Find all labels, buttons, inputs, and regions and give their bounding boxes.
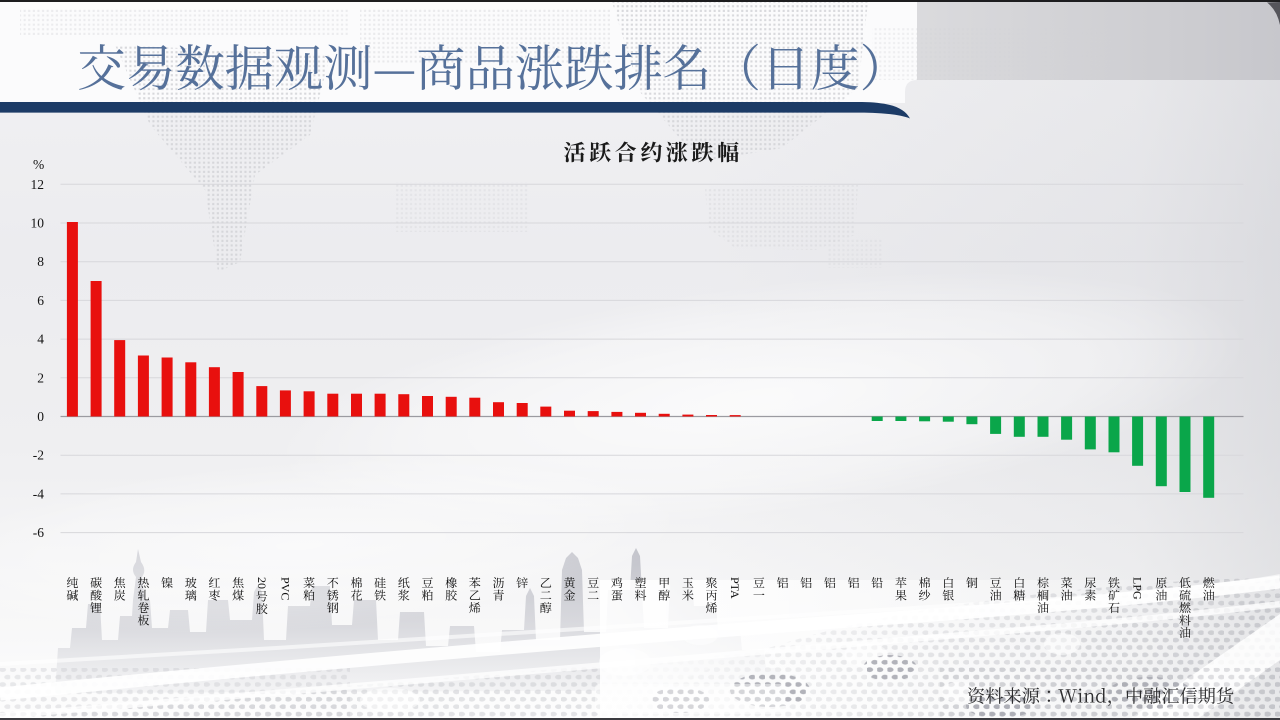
svg-text:6: 6: [37, 293, 44, 308]
svg-text:PVC: PVC: [278, 577, 292, 600]
svg-text:LPG: LPG: [1131, 577, 1145, 600]
svg-text:PTA: PTA: [728, 577, 742, 599]
svg-text:10: 10: [31, 216, 45, 231]
svg-text:-6: -6: [33, 525, 44, 540]
svg-text:20: 20: [255, 577, 269, 589]
svg-text:-2: -2: [33, 448, 44, 463]
svg-text:%: %: [33, 157, 44, 172]
svg-text:0: 0: [37, 409, 44, 424]
svg-text:2: 2: [37, 370, 44, 385]
svg-text:8: 8: [37, 254, 44, 269]
svg-text:4: 4: [37, 332, 44, 347]
svg-text:12: 12: [31, 177, 45, 192]
svg-text:-4: -4: [33, 486, 44, 501]
